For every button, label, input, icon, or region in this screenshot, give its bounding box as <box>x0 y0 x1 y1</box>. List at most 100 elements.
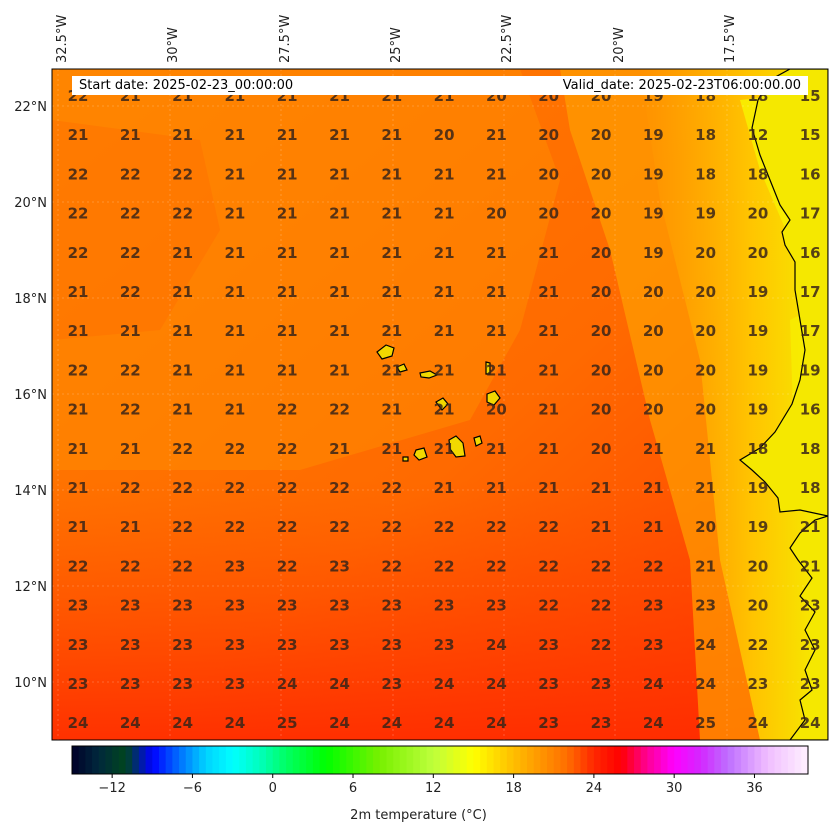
colorbar-bin <box>332 746 341 774</box>
temperature-value: 21 <box>381 322 402 340</box>
temperature-value: 21 <box>538 401 559 419</box>
temperature-value: 21 <box>434 165 455 183</box>
colorbar-bin <box>547 746 555 774</box>
africa-coastline <box>738 69 828 740</box>
temperature-value: 23 <box>800 597 821 615</box>
temperature-value: 19 <box>747 283 768 301</box>
temperature-value: 22 <box>172 205 193 223</box>
temperature-value: 25 <box>695 714 716 732</box>
temperature-value: 23 <box>800 675 821 693</box>
temperature-value: 23 <box>538 675 559 693</box>
temperature-value: 22 <box>224 518 245 536</box>
temperature-value: 21 <box>381 165 402 183</box>
temperature-value: 21 <box>277 126 298 144</box>
temperature-value: 21 <box>695 440 716 458</box>
temperature-value: 21 <box>224 283 245 301</box>
temperature-value: 24 <box>800 714 821 732</box>
colorbar-bin <box>627 746 635 774</box>
colorbar-bin <box>245 746 254 774</box>
colorbar-bin <box>567 746 575 774</box>
temperature-value: 21 <box>434 361 455 379</box>
temperature-value: 22 <box>120 205 141 223</box>
temperature-value: 21 <box>538 440 559 458</box>
temperature-value: 20 <box>591 322 612 340</box>
colorbar-bin <box>426 746 434 774</box>
lon-label: 22.5°W <box>500 15 515 63</box>
colorbar-bin <box>473 746 481 774</box>
colorbar-bin <box>506 746 515 774</box>
temperature-value: 23 <box>68 597 89 615</box>
colorbar-bin <box>761 746 769 774</box>
colorbar-bin <box>794 746 802 774</box>
colorbar-bin <box>520 746 528 774</box>
colorbar-bin <box>466 746 475 774</box>
temperature-value: 23 <box>120 675 141 693</box>
temperature-value: 22 <box>277 479 298 497</box>
colorbar-bin <box>607 746 615 774</box>
temperature-value: 23 <box>224 597 245 615</box>
temperature-value: 21 <box>591 479 612 497</box>
lon-label: 27.5°W <box>278 15 293 63</box>
colorbar-bin <box>767 746 776 774</box>
colorbar-bin <box>266 746 274 774</box>
temperature-value: 21 <box>224 244 245 262</box>
colorbar-bin <box>326 746 334 774</box>
temperature-value: 21 <box>172 244 193 262</box>
colorbar-tick-label: 24 <box>586 781 603 796</box>
temperature-value: 21 <box>695 557 716 575</box>
temperature-value: 16 <box>800 165 821 183</box>
colorbar-bin <box>272 746 281 774</box>
temperature-value: 21 <box>68 322 89 340</box>
temperature-value: 23 <box>329 597 350 615</box>
temperature-value: 21 <box>329 205 350 223</box>
temperature-value: 24 <box>224 714 245 732</box>
temperature-value: 21 <box>486 440 507 458</box>
temperature-value: 21 <box>486 165 507 183</box>
colorbar-bin <box>500 746 508 774</box>
colorbar-bin <box>600 746 608 774</box>
temperature-value: 21 <box>172 401 193 419</box>
temperature-value: 24 <box>643 675 664 693</box>
temperature-value: 20 <box>695 401 716 419</box>
temperature-value: 12 <box>747 126 768 144</box>
temperature-value: 21 <box>695 479 716 497</box>
temperature-field <box>52 69 828 740</box>
temperature-value: 23 <box>172 636 193 654</box>
lon-label: 17.5°W <box>723 15 738 63</box>
colorbar-bin <box>279 746 287 774</box>
colorbar-bin <box>105 746 113 774</box>
temperature-value: 21 <box>224 322 245 340</box>
temperature-value: 22 <box>538 518 559 536</box>
colorbar-bin <box>138 746 147 774</box>
colorbar-bin <box>526 746 535 774</box>
colorbar-tick-label: 30 <box>666 781 683 796</box>
temperature-value: 22 <box>591 597 612 615</box>
colorbar-bin <box>660 746 669 774</box>
colorbar-bin <box>533 746 541 774</box>
temperature-value: 22 <box>747 636 768 654</box>
colorbar-bin <box>165 746 173 774</box>
temperature-value: 21 <box>172 283 193 301</box>
temperature-value: 16 <box>800 244 821 262</box>
temperature-value: 24 <box>329 675 350 693</box>
lat-label: 16°N <box>14 388 47 403</box>
colorbar-tick-label: 36 <box>746 781 763 796</box>
temperature-value: 21 <box>329 126 350 144</box>
colorbar-bin <box>72 746 80 774</box>
temperature-value: 19 <box>643 205 664 223</box>
temperature-value: 23 <box>277 597 298 615</box>
colorbar-bin <box>781 746 789 774</box>
temperature-value: 23 <box>68 636 89 654</box>
lat-label: 18°N <box>14 292 47 307</box>
colorbar-bin <box>654 746 662 774</box>
temperature-value: 21 <box>381 401 402 419</box>
temperature-value: 23 <box>172 597 193 615</box>
temperature-value: 20 <box>591 205 612 223</box>
temperature-value: 22 <box>381 557 402 575</box>
temperature-value: 22 <box>68 205 89 223</box>
colorbar-bins <box>72 746 809 774</box>
colorbar-bin <box>132 746 140 774</box>
temperature-value: 21 <box>538 283 559 301</box>
temperature-value: 19 <box>747 518 768 536</box>
temperature-value: 21 <box>68 479 89 497</box>
